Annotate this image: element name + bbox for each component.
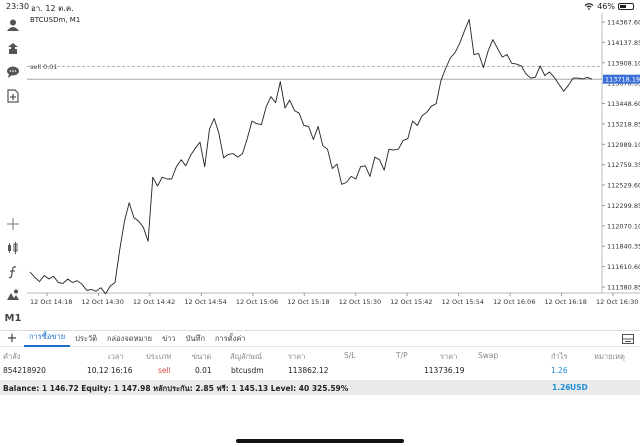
- balance-summary: Balance: 1 146.72 Equity: 1 147.98 หลักป…: [3, 384, 349, 393]
- chart-canvas[interactable]: 114367.60114137.85113908.10113678.351134…: [27, 13, 640, 329]
- function-icon[interactable]: [5, 264, 21, 280]
- price-chart[interactable]: 114367.60114137.85113908.10113678.351134…: [27, 13, 640, 329]
- col-comment: หมายเหตุ: [594, 352, 625, 361]
- layout-toggle-icon[interactable]: [622, 334, 634, 344]
- order-type: sell: [158, 366, 171, 375]
- time-tick-label: 12 Oct 14:30: [81, 298, 123, 306]
- price-tick-label: 112529.60: [607, 182, 640, 190]
- balance-bar: Balance: 1 146.72 Equity: 1 147.98 หลักป…: [0, 380, 640, 395]
- order-time: 10.12 16:16: [87, 366, 133, 375]
- col-symbol: สัญลักษณ์: [230, 352, 263, 361]
- time-tick-label: 12 Oct 14:54: [184, 298, 226, 306]
- tab-bar: + การซื้อขาย ประวัติ กล่องจดหมาย ข่าว บั…: [0, 330, 640, 347]
- order-profit: 1.26: [551, 366, 568, 375]
- time-tick-label: 12 Oct 16:30: [596, 298, 638, 306]
- col-tp: T/P: [396, 351, 408, 360]
- price-tick-label: 114137.85: [607, 39, 640, 47]
- col-current-price: ราคา: [440, 352, 458, 361]
- sell-order-label: sell 0.01: [30, 63, 58, 71]
- col-profit: กำไร: [551, 352, 568, 361]
- price-tick-label: 113908.10: [607, 59, 640, 67]
- price-tick-label: 112299.85: [607, 202, 640, 210]
- tab-journal[interactable]: บันทึก: [185, 333, 206, 343]
- time-tick-label: 12 Oct 15:18: [287, 298, 329, 306]
- account-icon[interactable]: [5, 17, 21, 33]
- order-open-price: 113862.12: [288, 366, 329, 375]
- new-order-button[interactable]: +: [6, 331, 18, 346]
- objects-icon[interactable]: [5, 287, 21, 303]
- tab-mailbox[interactable]: กล่องจดหมาย: [107, 333, 153, 343]
- order-id: 854218920: [3, 366, 46, 375]
- time-tick-label: 12 Oct 15:06: [236, 298, 278, 306]
- order-symbol: btcusdm: [231, 366, 264, 375]
- wifi-icon: [584, 3, 594, 10]
- table-row[interactable]: 854218920 10.12 16:16 sell 0.01 btcusdm …: [0, 363, 640, 378]
- tab-news[interactable]: ข่าว: [162, 333, 176, 343]
- timeframe-button[interactable]: M1: [4, 312, 22, 324]
- current-price-tag: [603, 74, 640, 84]
- home-indicator: [236, 439, 404, 443]
- battery-icon: [618, 3, 634, 10]
- price-series-line: [29, 18, 593, 295]
- current-price-tag-label: 113718.19: [605, 76, 640, 84]
- price-tick-label: 113448.60: [607, 100, 640, 108]
- price-tick-label: 111840.35: [607, 243, 640, 251]
- time-tick-label: 12 Oct 16:18: [545, 298, 587, 306]
- price-tick-label: 112989.10: [607, 141, 640, 149]
- battery-percent: 46%: [597, 2, 615, 11]
- price-tick-label: 111380.85: [607, 284, 640, 292]
- currency-label: USD: [570, 383, 588, 392]
- col-type: ประเภท: [146, 352, 172, 361]
- price-tick-label: 113218.85: [607, 120, 640, 128]
- order-current-price: 113736.19: [424, 366, 465, 375]
- table-header: คำสั่ง เวลา ประเภท ขนาด สัญลักษณ์ ราคา S…: [0, 348, 640, 363]
- time-tick-label: 12 Oct 15:42: [390, 298, 432, 306]
- status-date: อา. 12 ต.ค.: [31, 4, 74, 13]
- col-volume: ขนาด: [192, 352, 212, 361]
- left-toolbar: M1: [0, 13, 25, 329]
- tab-settings[interactable]: การตั้งค่า: [215, 333, 246, 343]
- price-tick-label: 112070.10: [607, 222, 640, 230]
- col-open-price: ราคา: [288, 352, 306, 361]
- time-tick-label: 12 Oct 14:42: [133, 298, 175, 306]
- time-tick-label: 12 Oct 14:18: [30, 298, 72, 306]
- status-bar: 23:30 อา. 12 ต.ค. 46%: [0, 0, 640, 13]
- col-time: เวลา: [108, 352, 124, 361]
- add-document-icon[interactable]: [5, 88, 21, 104]
- transfer-icon[interactable]: [5, 41, 21, 57]
- order-volume: 0.01: [195, 366, 212, 375]
- time-tick-label: 12 Oct 15:30: [339, 298, 381, 306]
- price-tick-label: 114367.60: [607, 19, 640, 27]
- crosshair-icon[interactable]: [5, 216, 21, 232]
- indicators-icon[interactable]: [5, 240, 21, 256]
- tab-trade[interactable]: การซื้อขาย: [24, 331, 71, 347]
- time-tick-label: 12 Oct 15:54: [442, 298, 484, 306]
- col-swap: Swap: [478, 351, 499, 360]
- status-time: 23:30: [6, 2, 30, 11]
- chart-symbol-label: BTCUSDm, M1: [30, 16, 81, 24]
- col-sl: S/L: [344, 351, 356, 360]
- col-order: คำสั่ง: [3, 352, 21, 361]
- price-tick-label: 112759.35: [607, 161, 640, 169]
- price-tick-label: 111610.60: [607, 263, 640, 271]
- chat-icon[interactable]: [5, 64, 21, 80]
- tab-history[interactable]: ประวัติ: [75, 333, 98, 343]
- time-tick-label: 12 Oct 16:06: [493, 298, 535, 306]
- total-profit: 1.26: [552, 383, 571, 392]
- trade-table: คำสั่ง เวลา ประเภท ขนาด สัญลักษณ์ ราคา S…: [0, 348, 640, 378]
